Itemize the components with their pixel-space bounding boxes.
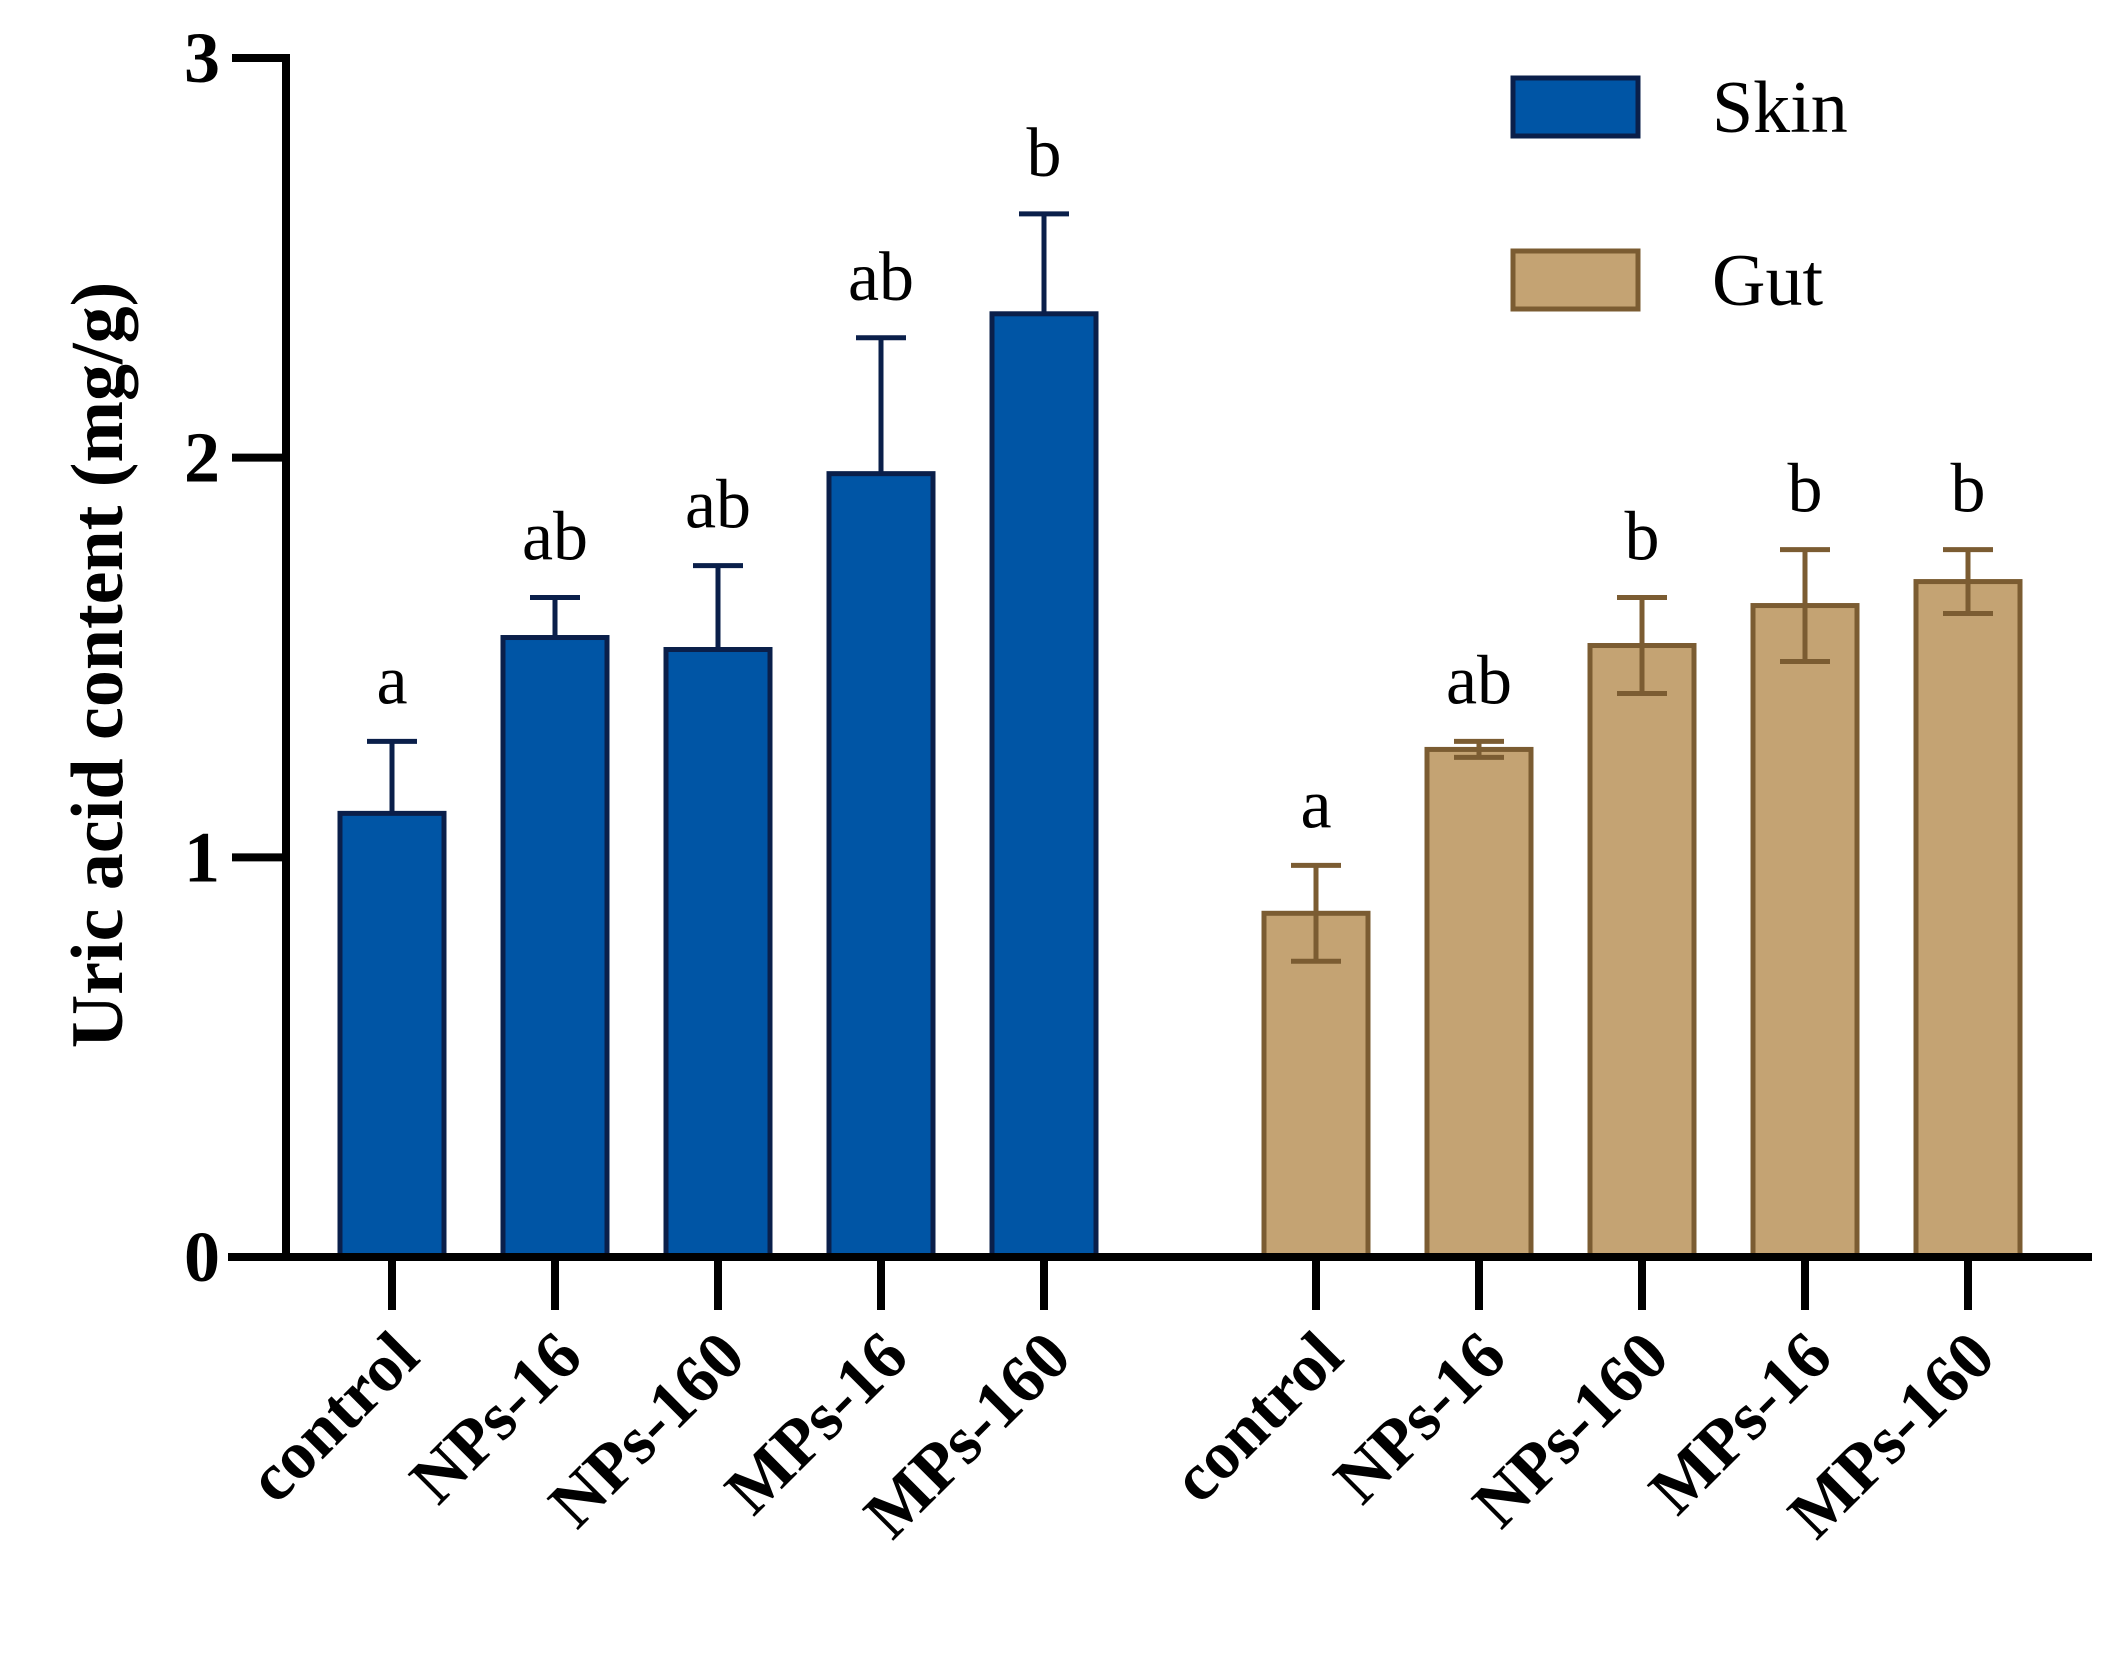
significance-label: b bbox=[1788, 451, 1823, 528]
significance-label: ab bbox=[1446, 642, 1512, 719]
bar-skin-mps-160 bbox=[989, 311, 1099, 1260]
y-tick-label: 0 bbox=[184, 1217, 220, 1297]
bar-gut-mps-16 bbox=[1750, 603, 1860, 1260]
legend-label-skin: Skin bbox=[1712, 67, 1848, 149]
legend-swatch-skin bbox=[1510, 75, 1641, 139]
significance-label: b bbox=[1951, 451, 1986, 528]
bar-skin-nps-160 bbox=[663, 647, 773, 1260]
bar-gut-mps-160 bbox=[1913, 579, 2023, 1260]
bars-layer bbox=[337, 311, 2023, 1260]
bar-gut-control bbox=[1261, 910, 1371, 1260]
y-axis-label-group: Uric acid content (mg/g) bbox=[57, 282, 139, 1049]
y-axis-label: Uric acid content (mg/g) bbox=[57, 282, 139, 1049]
x-tick-label: control bbox=[1157, 1317, 1357, 1517]
significance-label: ab bbox=[848, 239, 914, 316]
bar-gut-nps-160 bbox=[1587, 643, 1697, 1260]
axes-layer bbox=[228, 54, 2092, 1261]
significance-label: ab bbox=[685, 467, 751, 544]
significance-label: a bbox=[376, 642, 407, 719]
legend-swatch-gut bbox=[1510, 248, 1641, 312]
significance-label: ab bbox=[522, 499, 588, 576]
legend-label-gut: Gut bbox=[1712, 240, 1823, 322]
x-tick-label: control bbox=[233, 1317, 433, 1517]
legend: Skin Gut bbox=[1510, 67, 1848, 322]
y-tick-label: 2 bbox=[184, 418, 220, 498]
y-tick-label: 3 bbox=[184, 18, 220, 98]
significance-label: b bbox=[1625, 499, 1660, 576]
y-tick-label: 1 bbox=[184, 817, 220, 897]
bar-skin-mps-16 bbox=[826, 471, 936, 1260]
significance-label: b bbox=[1027, 115, 1062, 192]
error-bars-layer bbox=[367, 211, 1993, 964]
bar-gut-nps-16 bbox=[1424, 746, 1534, 1260]
bar-skin-control bbox=[337, 810, 447, 1260]
significance-label: a bbox=[1300, 766, 1331, 843]
bar-skin-nps-16 bbox=[500, 635, 610, 1260]
significance-labels-layer: a ab ab ab b a ab b b b bbox=[376, 115, 1985, 843]
y-ticks-layer: 0 1 2 3 bbox=[184, 18, 286, 1297]
